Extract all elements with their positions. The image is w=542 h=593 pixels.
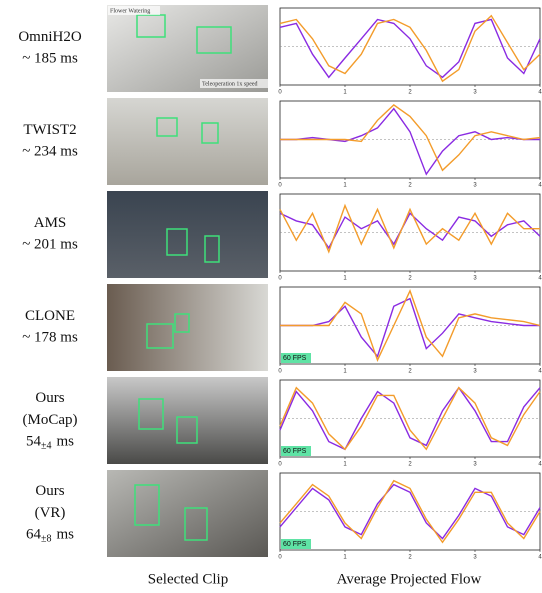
tracking-box xyxy=(184,507,208,541)
x-tick-label: 3 xyxy=(473,555,477,561)
tracking-box xyxy=(156,117,178,137)
tracking-box xyxy=(134,484,160,526)
latency-part: ms xyxy=(56,527,74,543)
tracking-box xyxy=(201,122,219,144)
latency-part: ms xyxy=(56,434,74,450)
clip-image xyxy=(107,98,268,185)
tracking-box xyxy=(166,228,188,256)
latency: ~ 201 ms xyxy=(22,237,78,253)
flow-line xyxy=(279,386,541,451)
fps-label: 60 FPS xyxy=(283,355,307,362)
flow-line xyxy=(279,203,540,254)
x-tick-label: 1 xyxy=(343,90,347,96)
latency: 64±8 ms xyxy=(26,527,74,545)
x-tick-label: 2 xyxy=(408,276,412,282)
x-tick-label: 2 xyxy=(408,369,412,375)
tracking-box xyxy=(176,416,198,444)
method-name: Ours xyxy=(35,483,64,499)
method-name: OmniH2O xyxy=(18,29,82,45)
flow-line xyxy=(279,479,541,544)
clip-text: Teleoperation 1x speed xyxy=(202,81,258,87)
latency: ~ 234 ms xyxy=(22,144,78,160)
x-tick-label: 4 xyxy=(538,369,542,375)
x-tick-label: 2 xyxy=(408,183,412,189)
latency-part: ~ 185 ms xyxy=(22,51,78,67)
latency-part: ~ 201 ms xyxy=(22,237,78,253)
flow-line xyxy=(280,289,541,362)
method-name: Ours xyxy=(35,390,64,406)
method-name: TWIST2 xyxy=(23,122,76,138)
method-name: (MoCap) xyxy=(23,412,78,428)
clip-image xyxy=(107,470,268,557)
tracking-box xyxy=(174,313,190,333)
latency-part: ±4 xyxy=(41,441,52,452)
x-tick-label: 2 xyxy=(408,462,412,468)
fps-label: 60 FPS xyxy=(283,448,307,455)
latency-part: ~ 234 ms xyxy=(22,144,78,160)
x-tick-label: 3 xyxy=(473,276,477,282)
flow-line xyxy=(279,18,541,79)
x-tick-label: 3 xyxy=(473,462,477,468)
tracking-box xyxy=(146,323,174,349)
x-tick-label: 0 xyxy=(278,555,282,561)
fps-badge xyxy=(281,353,311,363)
x-tick-label: 4 xyxy=(538,183,542,189)
caption-clip: Selected Clip xyxy=(148,571,228,587)
latency: ~ 178 ms xyxy=(22,330,78,346)
x-tick-label: 3 xyxy=(473,369,477,375)
flow-line xyxy=(280,103,541,172)
latency: 54±4 ms xyxy=(26,434,74,452)
x-tick-label: 3 xyxy=(473,90,477,96)
x-tick-label: 2 xyxy=(408,90,412,96)
clip-text-bg xyxy=(200,79,268,88)
x-tick-label: 2 xyxy=(408,555,412,561)
clip-image xyxy=(107,5,268,92)
x-tick-label: 4 xyxy=(538,462,542,468)
x-tick-label: 4 xyxy=(538,555,542,561)
clip-text-bg xyxy=(108,6,160,15)
x-tick-label: 1 xyxy=(343,369,347,375)
clip-image xyxy=(107,284,268,371)
x-tick-label: 1 xyxy=(343,555,347,561)
x-tick-label: 0 xyxy=(278,183,282,189)
latency-part: ±8 xyxy=(41,534,52,545)
latency-part: ~ 178 ms xyxy=(22,330,78,346)
latency-part: 54 xyxy=(26,434,42,450)
flow-line xyxy=(279,14,541,83)
latency: ~ 185 ms xyxy=(22,51,78,67)
method-name: (VR) xyxy=(35,505,66,521)
x-tick-label: 0 xyxy=(278,369,282,375)
clip-image xyxy=(107,377,268,464)
flow-line xyxy=(279,386,541,451)
flow-line xyxy=(280,297,540,358)
x-tick-label: 1 xyxy=(343,276,347,282)
fps-badge xyxy=(281,446,311,456)
tracking-box xyxy=(196,26,232,54)
x-tick-label: 0 xyxy=(278,90,282,96)
method-name: AMS xyxy=(34,215,67,231)
fps-badge xyxy=(281,539,311,549)
x-tick-label: 3 xyxy=(473,183,477,189)
x-tick-label: 1 xyxy=(343,462,347,468)
caption-flow: Average Projected Flow xyxy=(337,571,482,587)
tracking-box xyxy=(138,398,164,430)
x-tick-label: 4 xyxy=(538,90,542,96)
latency-part: 64 xyxy=(26,527,42,543)
clip-text: Flower Watering xyxy=(110,8,150,14)
fps-label: 60 FPS xyxy=(283,541,307,548)
tracking-box xyxy=(204,235,220,263)
flow-line xyxy=(279,483,541,540)
x-tick-label: 0 xyxy=(278,276,282,282)
x-tick-label: 0 xyxy=(278,462,282,468)
method-name: CLONE xyxy=(25,308,75,324)
x-tick-label: 1 xyxy=(343,183,347,189)
x-tick-label: 4 xyxy=(538,276,542,282)
